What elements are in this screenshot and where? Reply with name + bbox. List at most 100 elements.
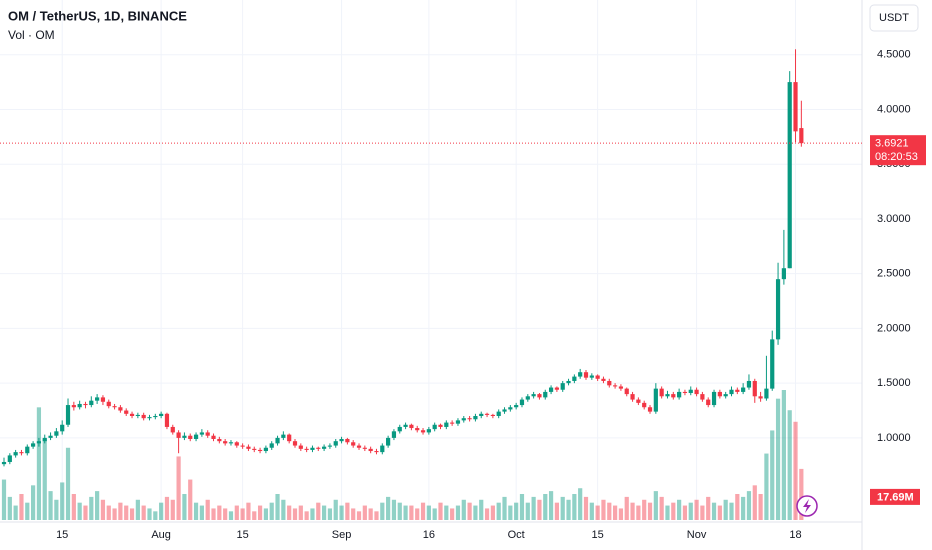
candle-body <box>275 437 280 444</box>
volume-bar <box>589 502 594 520</box>
volume-bar <box>205 499 210 520</box>
candle-body <box>525 396 530 400</box>
candle-body <box>263 447 268 452</box>
volume-bar <box>642 499 647 520</box>
volume-bar <box>397 502 402 520</box>
last-price-label: 3.6921 <box>875 138 909 150</box>
candle-body <box>240 445 245 447</box>
volume-bar <box>624 496 629 520</box>
volume-bar <box>13 505 18 520</box>
candle-body <box>25 446 30 454</box>
volume-bar <box>746 491 752 520</box>
volume-bar <box>240 508 245 520</box>
candle-body <box>613 385 618 387</box>
volume-bar <box>752 485 757 520</box>
volume-bar <box>199 505 204 520</box>
volume-bar <box>438 502 443 520</box>
x-tick-label: 18 <box>789 529 801 541</box>
candle-body <box>42 437 47 442</box>
volume-bar <box>502 496 507 520</box>
volume-bar <box>613 505 618 520</box>
candle-body <box>182 435 187 438</box>
volume-bar <box>484 508 490 520</box>
volume-bar <box>316 502 321 520</box>
chart-title: OM / TetherUS, 1D, BINANCE <box>8 8 187 23</box>
volume-bar <box>688 502 693 520</box>
candle-body <box>95 397 100 401</box>
y-tick-label: 4.0000 <box>877 103 911 115</box>
candle-body <box>688 389 693 394</box>
candle-body <box>257 449 263 452</box>
candle-body <box>729 389 734 395</box>
candle-body <box>7 455 12 462</box>
volume-bar <box>1 479 7 520</box>
volume-bar <box>607 502 612 520</box>
volume-bar <box>246 502 251 520</box>
volume-bar <box>31 485 36 520</box>
volume-bar <box>682 505 688 520</box>
candle-body <box>362 447 367 449</box>
candle-body <box>48 435 53 438</box>
volume-bar <box>508 505 513 520</box>
candle-body <box>694 389 699 395</box>
lightning-icon[interactable] <box>796 495 818 517</box>
candle-body <box>205 432 210 436</box>
candle-body <box>269 443 274 448</box>
volume-bar <box>106 505 111 520</box>
candle-body <box>77 403 82 408</box>
volume-bar <box>420 502 426 520</box>
volume-bar <box>263 508 268 520</box>
candle-body <box>624 388 629 395</box>
volume-bar <box>781 390 786 520</box>
candle-body <box>799 128 804 144</box>
candle-body <box>304 448 309 450</box>
volume-bar <box>89 496 94 520</box>
volume-bar <box>455 505 461 520</box>
candle-body <box>636 399 641 403</box>
candle-body <box>508 407 513 410</box>
volume-bar <box>711 502 717 520</box>
candle-body <box>409 424 414 429</box>
volume-bar <box>60 482 65 520</box>
volume-bar <box>566 499 571 520</box>
candle-body <box>292 441 298 446</box>
volume-bar <box>636 505 641 520</box>
candle-body <box>228 442 234 444</box>
volume-bar <box>164 496 170 520</box>
candle-body <box>420 430 426 433</box>
candle-body <box>770 339 775 389</box>
candle-body <box>706 399 711 406</box>
candle-body <box>746 380 752 388</box>
x-tick-label: Oct <box>508 529 525 541</box>
candle-body <box>560 383 565 390</box>
volume-bar <box>391 499 397 520</box>
volume-bar <box>211 508 216 520</box>
volume-bar <box>298 505 303 520</box>
candle-body <box>333 441 338 446</box>
candle-body <box>543 391 548 398</box>
currency-label[interactable]: USDT <box>879 12 909 24</box>
currency-button[interactable] <box>869 4 919 32</box>
candle-body <box>374 451 379 453</box>
volume-bar <box>223 508 228 520</box>
volume-bar <box>426 505 431 520</box>
volume-bar <box>292 508 298 520</box>
y-tick-label: 3.0000 <box>877 213 911 225</box>
volume-bar <box>228 511 234 520</box>
candle-body <box>124 410 129 414</box>
x-tick-label: Nov <box>687 529 707 541</box>
candle-body <box>711 391 717 406</box>
candle-body <box>170 426 175 433</box>
candle-body <box>677 391 682 398</box>
candle-body <box>583 372 589 378</box>
candle-body <box>100 397 106 402</box>
candle-body <box>129 413 135 416</box>
candle-body <box>496 411 501 416</box>
volume-bar <box>630 502 635 520</box>
candle-body <box>141 414 146 419</box>
candle-body <box>735 389 740 392</box>
candle-body <box>618 386 624 389</box>
volume-bar <box>304 511 309 520</box>
volume-bar <box>129 508 135 520</box>
y-tick-label: 2.0000 <box>877 322 911 334</box>
